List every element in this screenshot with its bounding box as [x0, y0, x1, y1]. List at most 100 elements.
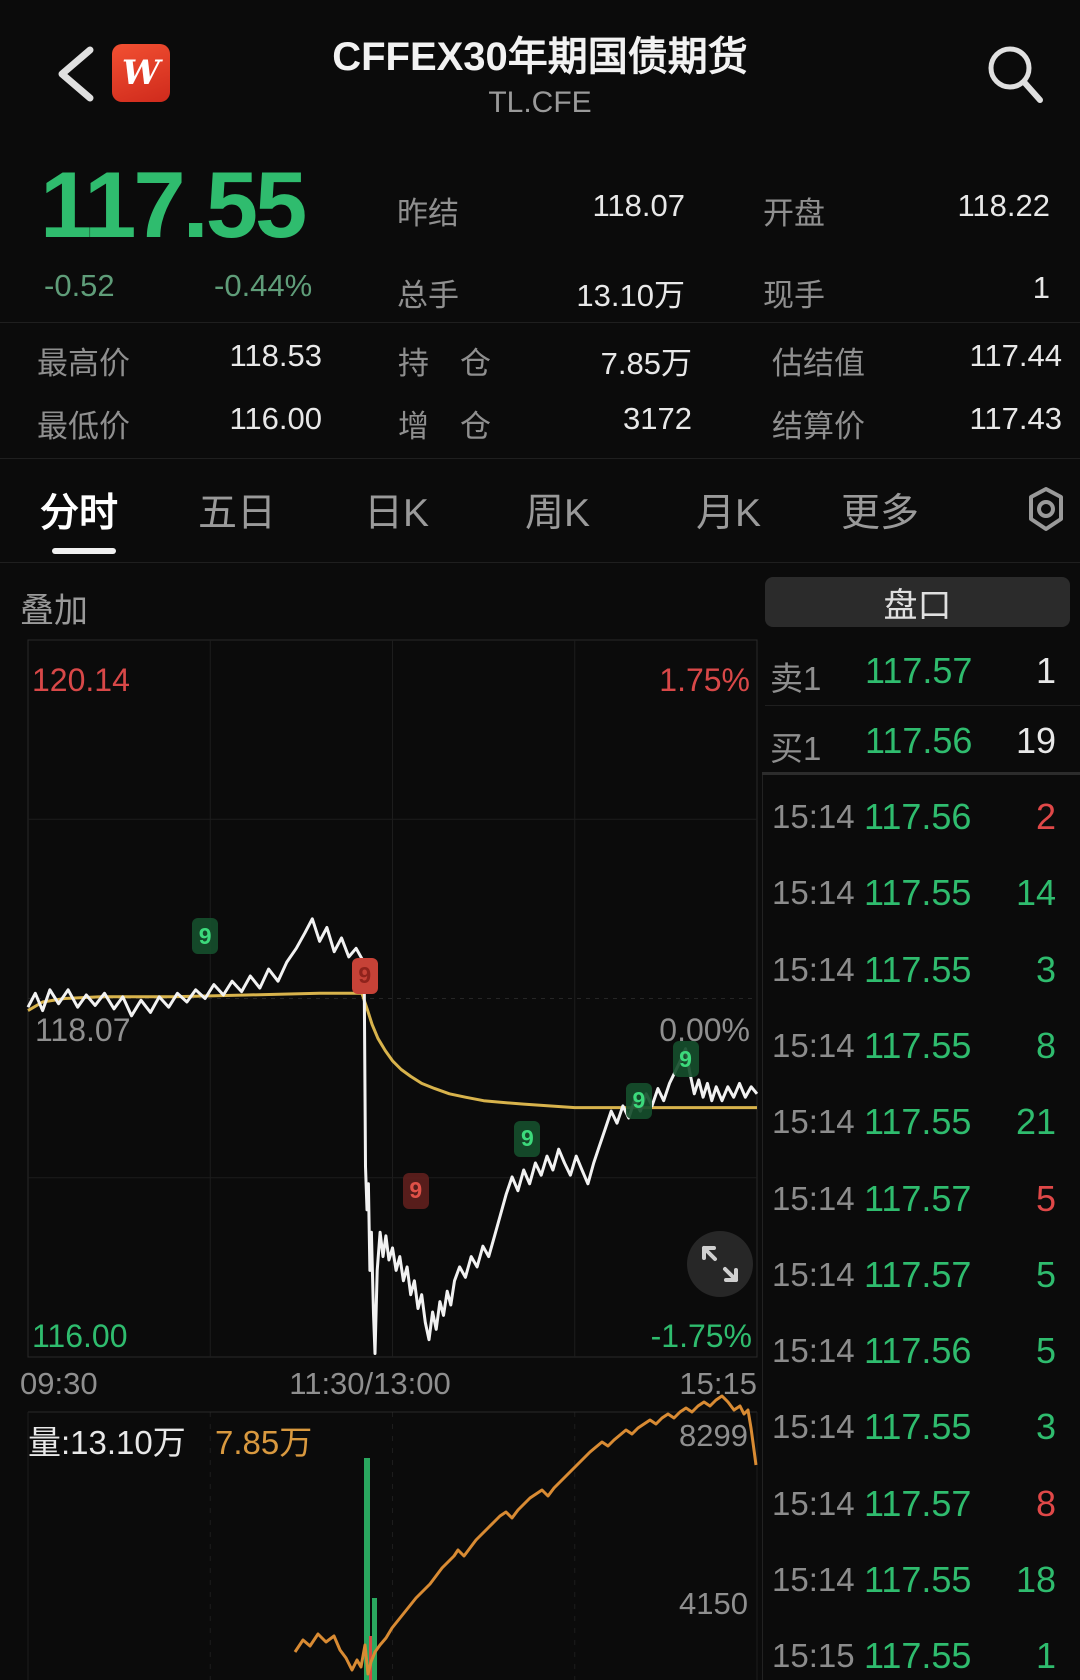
trade-time: 15:14	[772, 874, 855, 911]
trade-row: 15:14 117.55 8	[762, 1025, 1080, 1067]
trade-qty: 8	[1035, 1483, 1056, 1524]
ask1-label: 卖1	[770, 660, 822, 697]
trade-row: 15:14 117.55 18	[762, 1559, 1080, 1601]
tab-monthly-k[interactable]: 月K	[696, 492, 762, 535]
stat-value-low: 116.00	[229, 401, 322, 436]
trade-row: 15:14 117.57 5	[762, 1254, 1080, 1296]
stat-label-high: 最高价	[37, 346, 130, 381]
tab-more[interactable]: 更多	[841, 492, 920, 535]
trade-price: 117.56	[864, 796, 972, 837]
stat-value-high: 118.53	[229, 338, 322, 373]
tab-minute[interactable]: 分时	[40, 492, 119, 535]
active-tab-underline	[52, 548, 116, 554]
time-label-close: 15:15	[679, 1366, 757, 1401]
trade-row: 15:14 117.55 21	[762, 1101, 1080, 1143]
book-separator	[762, 772, 1080, 775]
trade-row: 15:15 117.55 1	[762, 1635, 1080, 1677]
trade-qty: 14	[1015, 872, 1056, 913]
fullscreen-button[interactable]	[687, 1231, 753, 1297]
trade-time: 15:15	[772, 1637, 855, 1674]
stat-label-prev-settle: 昨结	[397, 196, 459, 231]
trade-time: 15:14	[772, 798, 855, 835]
trade-qty: 5	[1035, 1178, 1056, 1219]
search-button[interactable]	[980, 40, 1050, 110]
trade-row: 15:14 117.56 2	[762, 796, 1080, 838]
instrument-code: TL.CFE	[488, 86, 592, 119]
trade-price: 117.55	[864, 872, 972, 913]
stat-label-settle: 结算价	[772, 409, 865, 444]
trade-price: 117.55	[864, 1101, 972, 1142]
trade-price: 117.55	[864, 1406, 972, 1447]
news-marker-badge[interactable]: 9	[514, 1120, 541, 1157]
chart-min-price-label: 116.00	[32, 1318, 128, 1354]
trade-qty: 5	[1035, 1254, 1056, 1295]
trade-time: 15:14	[772, 951, 855, 988]
trade-row: 15:14 117.56 5	[762, 1330, 1080, 1372]
trade-price: 117.57	[864, 1254, 972, 1295]
news-marker-badge[interactable]: 9	[192, 918, 219, 955]
price-change: -0.52	[44, 268, 115, 303]
trade-row: 15:14 117.55 3	[762, 1406, 1080, 1448]
stat-label-oi-change: 增 仓	[398, 409, 491, 444]
time-label-open: 09:30	[20, 1366, 98, 1401]
open-interest-label: 7.85万	[215, 1424, 313, 1461]
chart-max-pct-label: 1.75%	[659, 662, 750, 698]
trade-time: 15:14	[772, 1256, 855, 1293]
chart-settings-button[interactable]	[1020, 483, 1072, 535]
back-chevron-icon	[58, 46, 94, 102]
trade-qty: 21	[1015, 1101, 1056, 1142]
trade-qty: 1	[1035, 1635, 1056, 1676]
back-button[interactable]	[48, 36, 104, 112]
trade-price: 117.55	[864, 949, 972, 990]
last-price: 117.55	[40, 152, 307, 257]
order-book-tab[interactable]: 盘口	[765, 577, 1070, 627]
bid1-label: 买1	[770, 730, 822, 767]
trade-price: 117.55	[864, 1025, 972, 1066]
bid1-qty: 19	[1015, 720, 1056, 761]
trade-price: 117.56	[864, 1330, 972, 1371]
ask1-price: 117.57	[865, 650, 973, 691]
news-marker-badge[interactable]: 9	[672, 1041, 699, 1078]
trade-price: 117.55	[864, 1635, 972, 1676]
trade-qty: 8	[1035, 1025, 1056, 1066]
stat-value-open-interest: 7.85万	[600, 346, 692, 381]
gear-icon	[1029, 487, 1063, 531]
trade-price: 117.57	[864, 1178, 972, 1219]
app-logo-letter: W	[121, 53, 161, 93]
app-logo[interactable]: W	[112, 44, 170, 102]
bid1-price: 117.56	[865, 720, 973, 761]
stat-value-settle: 117.43	[969, 401, 1062, 436]
volume-scale-top: 8299	[679, 1418, 748, 1453]
volume-scale-bottom: 4150	[679, 1586, 748, 1621]
volume-label: 量:13.10万	[28, 1424, 186, 1461]
page-title: CFFEX30年期国债期货	[332, 35, 748, 79]
tab-5day[interactable]: 五日	[198, 492, 277, 535]
tab-daily-k[interactable]: 日K	[364, 492, 430, 535]
trade-qty: 3	[1035, 949, 1056, 990]
stat-label-open-interest: 持 仓	[398, 346, 491, 381]
panel-vertical-divider	[762, 775, 763, 1680]
stat-label-low: 最低价	[37, 409, 130, 444]
book-divider	[765, 705, 1080, 706]
news-marker-badge[interactable]: 9	[625, 1082, 652, 1119]
trade-time: 15:14	[772, 1408, 855, 1445]
trade-row: 15:14 117.57 5	[762, 1178, 1080, 1220]
trade-time: 15:14	[772, 1332, 855, 1369]
stat-value-prev-settle: 118.07	[592, 188, 685, 223]
expand-arrows-icon	[702, 1246, 738, 1282]
news-marker-badge[interactable]: 9	[402, 1172, 429, 1209]
trade-qty: 2	[1035, 796, 1056, 837]
stat-label-open: 开盘	[763, 196, 825, 231]
stat-value-total-vol: 13.10万	[576, 278, 685, 313]
stat-value-oi-change: 3172	[623, 401, 692, 436]
trade-time: 15:14	[772, 1027, 855, 1064]
trade-qty: 3	[1035, 1406, 1056, 1447]
overlay-button[interactable]: 叠加	[20, 592, 88, 630]
news-marker-badge[interactable]: 9	[351, 957, 378, 994]
ask1-qty: 1	[1035, 650, 1056, 691]
trade-row: 15:14 117.55 14	[762, 872, 1080, 914]
trade-qty: 18	[1015, 1559, 1056, 1600]
chart-mid-price-label: 118.07	[35, 1012, 131, 1048]
tab-weekly-k[interactable]: 周K	[525, 492, 591, 535]
